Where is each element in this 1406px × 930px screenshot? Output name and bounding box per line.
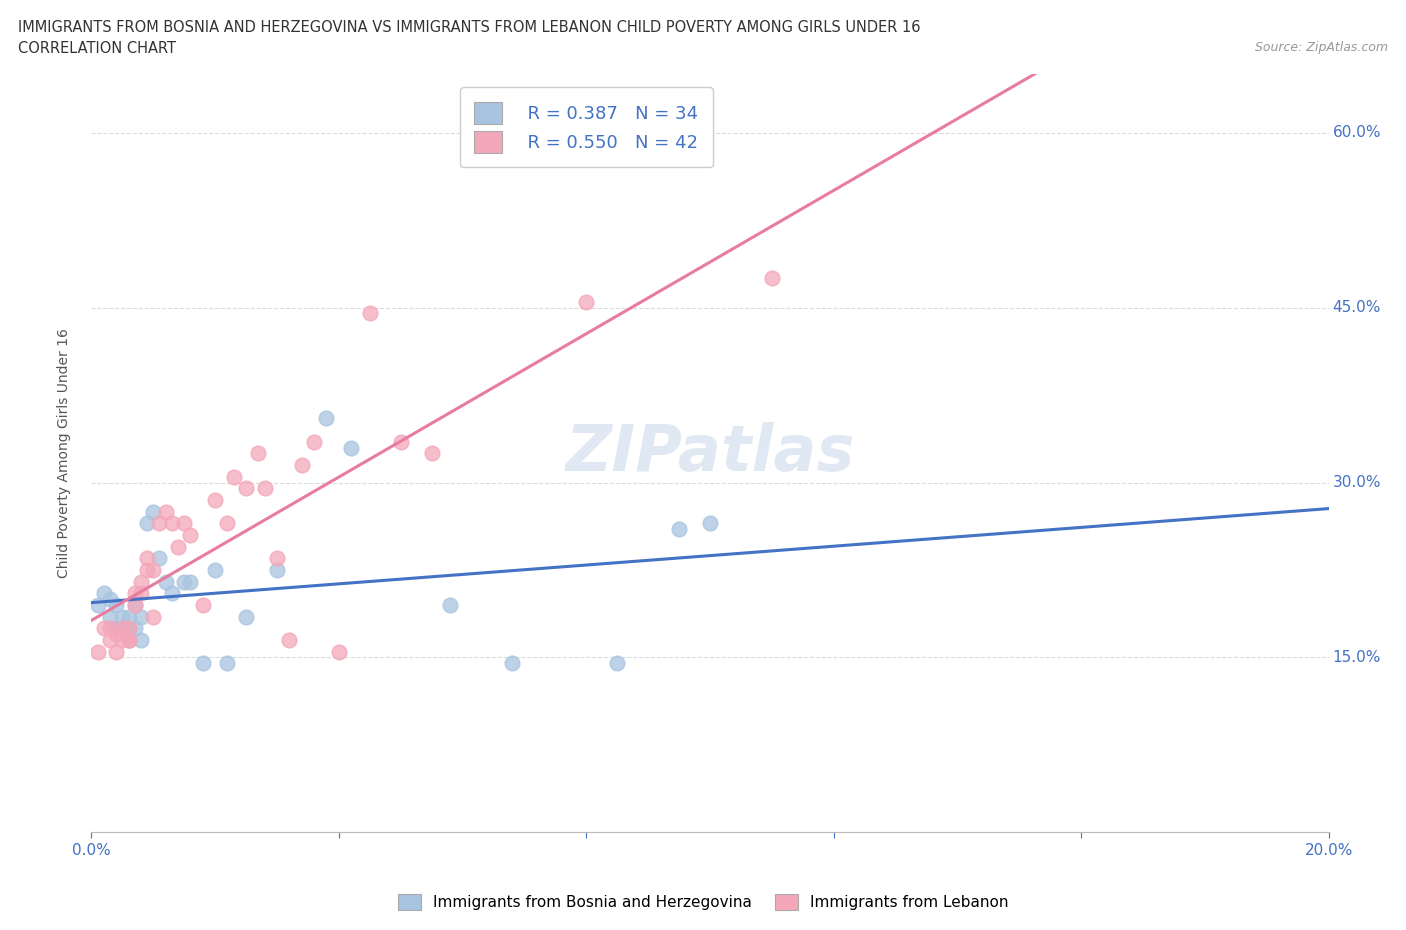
Text: ZIPatlas: ZIPatlas (565, 422, 855, 485)
Point (266, 563, 288, 578)
Point (173, 516, 195, 531)
Point (117, 609, 139, 624)
Point (105, 627, 128, 642)
Point (142, 504, 165, 519)
Text: IMMIGRANTS FROM BOSNIA AND HERZEGOVINA VS IMMIGRANTS FROM LEBANON CHILD POVERTY : IMMIGRANTS FROM BOSNIA AND HERZEGOVINA V… (18, 20, 921, 35)
Point (142, 609, 165, 624)
Point (129, 632, 152, 647)
Point (699, 516, 721, 531)
Point (191, 656, 214, 671)
Point (315, 411, 337, 426)
Text: 60.0%: 60.0% (1333, 126, 1381, 140)
Point (111, 609, 134, 624)
Point (761, 271, 783, 286)
Point (160, 586, 183, 601)
Point (93, 586, 115, 601)
Text: 45.0%: 45.0% (1333, 300, 1381, 315)
Point (155, 504, 177, 519)
Point (148, 551, 170, 565)
Point (117, 621, 139, 636)
Point (167, 539, 190, 554)
Text: Source: ZipAtlas.com: Source: ZipAtlas.com (1254, 41, 1388, 54)
Point (278, 632, 301, 647)
Point (217, 656, 239, 671)
Point (86, 644, 108, 659)
Point (204, 563, 226, 578)
Text: 30.0%: 30.0% (1333, 475, 1381, 490)
Point (359, 306, 381, 321)
Point (204, 493, 226, 508)
Point (105, 644, 128, 659)
Point (179, 527, 201, 542)
Point (111, 621, 134, 636)
Point (328, 644, 350, 659)
Point (235, 609, 257, 624)
Point (124, 598, 146, 613)
Point (111, 632, 134, 647)
Text: CORRELATION CHART: CORRELATION CHART (18, 41, 176, 56)
Point (606, 656, 628, 671)
Point (155, 574, 177, 589)
Point (136, 516, 159, 531)
Point (501, 656, 523, 671)
Point (389, 434, 412, 449)
Point (105, 621, 128, 636)
Legend: Immigrants from Bosnia and Herzegovina, Immigrants from Lebanon: Immigrants from Bosnia and Herzegovina, … (389, 886, 1017, 918)
Point (217, 516, 239, 531)
Point (98, 632, 121, 647)
Y-axis label: Child Poverty Among Girls Under 16: Child Poverty Among Girls Under 16 (56, 328, 70, 578)
Legend:   R = 0.387   N = 34,   R = 0.550   N = 42: R = 0.387 N = 34, R = 0.550 N = 42 (460, 87, 713, 167)
Point (105, 598, 128, 613)
Point (117, 632, 139, 647)
Point (129, 586, 152, 601)
Point (117, 632, 139, 647)
Point (668, 522, 690, 537)
Point (124, 586, 146, 601)
Point (160, 516, 183, 531)
Point (98, 621, 121, 636)
Point (93, 621, 115, 636)
Point (148, 516, 170, 531)
Point (420, 446, 443, 461)
Point (191, 598, 214, 613)
Text: 15.0%: 15.0% (1333, 650, 1381, 665)
Point (98, 609, 121, 624)
Point (253, 481, 276, 496)
Point (179, 574, 201, 589)
Point (302, 434, 325, 449)
Point (86, 598, 108, 613)
Point (439, 598, 461, 613)
Point (124, 621, 146, 636)
Point (173, 574, 195, 589)
Point (129, 609, 152, 624)
Point (117, 632, 139, 647)
Point (291, 458, 314, 472)
Point (136, 563, 159, 578)
Point (129, 574, 152, 589)
Point (235, 481, 257, 496)
Point (117, 621, 139, 636)
Point (142, 563, 165, 578)
Point (340, 440, 363, 455)
Point (266, 551, 288, 565)
Point (222, 470, 245, 485)
Point (124, 598, 146, 613)
Point (575, 295, 598, 310)
Point (136, 551, 159, 565)
Point (247, 446, 270, 461)
Point (98, 591, 121, 606)
Point (111, 621, 134, 636)
